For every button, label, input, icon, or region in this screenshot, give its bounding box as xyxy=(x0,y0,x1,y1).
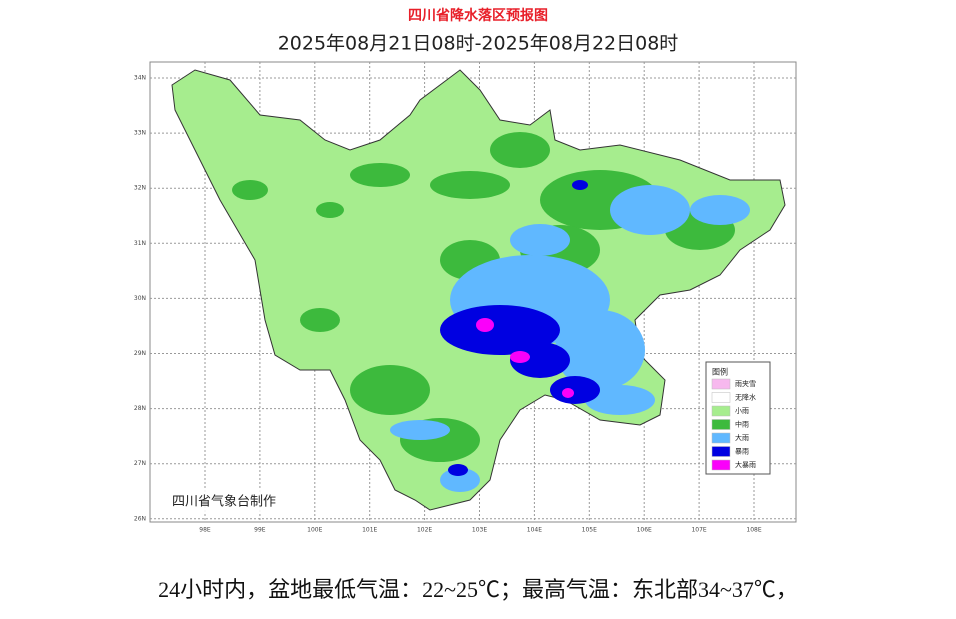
credit: 四川省气象台制作 xyxy=(172,494,276,510)
credit-box xyxy=(164,490,314,514)
lat-label: 34N xyxy=(134,75,146,82)
lat-label: 33N xyxy=(134,130,146,137)
lon-label: 107E xyxy=(691,527,706,534)
legend-swatch xyxy=(711,378,731,390)
lat-label: 29N xyxy=(134,350,146,357)
lon-label: 103E xyxy=(472,527,487,534)
legend-label: 中雨 xyxy=(735,420,749,429)
lat-label: 32N xyxy=(134,185,146,192)
lat-label: 30N xyxy=(134,295,146,302)
legend-label: 大雨 xyxy=(735,433,749,442)
lon-label: 100E xyxy=(307,527,322,534)
legend-label: 雨夹雪 xyxy=(735,379,756,388)
lon-label: 101E xyxy=(362,527,377,534)
lon-label: 108E xyxy=(746,527,761,534)
map-subtitle: 2025年08月21日08时-2025年08月22日08时 xyxy=(278,33,679,55)
map-title: 四川省降水落区预报图 xyxy=(408,7,548,24)
lon-label: 106E xyxy=(637,527,652,534)
legend-label: 小雨 xyxy=(735,406,749,415)
lon-label: 104E xyxy=(527,527,542,534)
legend-label: 暴雨 xyxy=(735,448,749,456)
legend-label: 无降水 xyxy=(735,393,756,402)
legend-swatch xyxy=(711,405,731,417)
lat-label: 31N xyxy=(134,240,146,247)
legend-title: 图例 xyxy=(712,367,728,377)
lat-label: 26N xyxy=(134,515,146,522)
legend-swatch xyxy=(711,392,731,403)
legend-swatch xyxy=(711,432,731,444)
lat-label: 28N xyxy=(134,405,146,412)
lon-label: 98E xyxy=(199,527,211,534)
legend-swatch xyxy=(711,446,731,457)
region-fill xyxy=(171,69,786,511)
legend-swatch xyxy=(711,419,731,430)
lat-label: 27N xyxy=(134,460,146,467)
lon-label: 99E xyxy=(254,527,266,534)
lon-label: 105E xyxy=(582,527,597,534)
caption: 24小时内，盆地最低气温：22~25℃；最高气温：东北部34~37℃， xyxy=(158,577,798,602)
legend-swatch xyxy=(711,459,731,471)
lon-label: 102E xyxy=(417,527,432,534)
legend-label: 大暴雨 xyxy=(735,460,756,469)
